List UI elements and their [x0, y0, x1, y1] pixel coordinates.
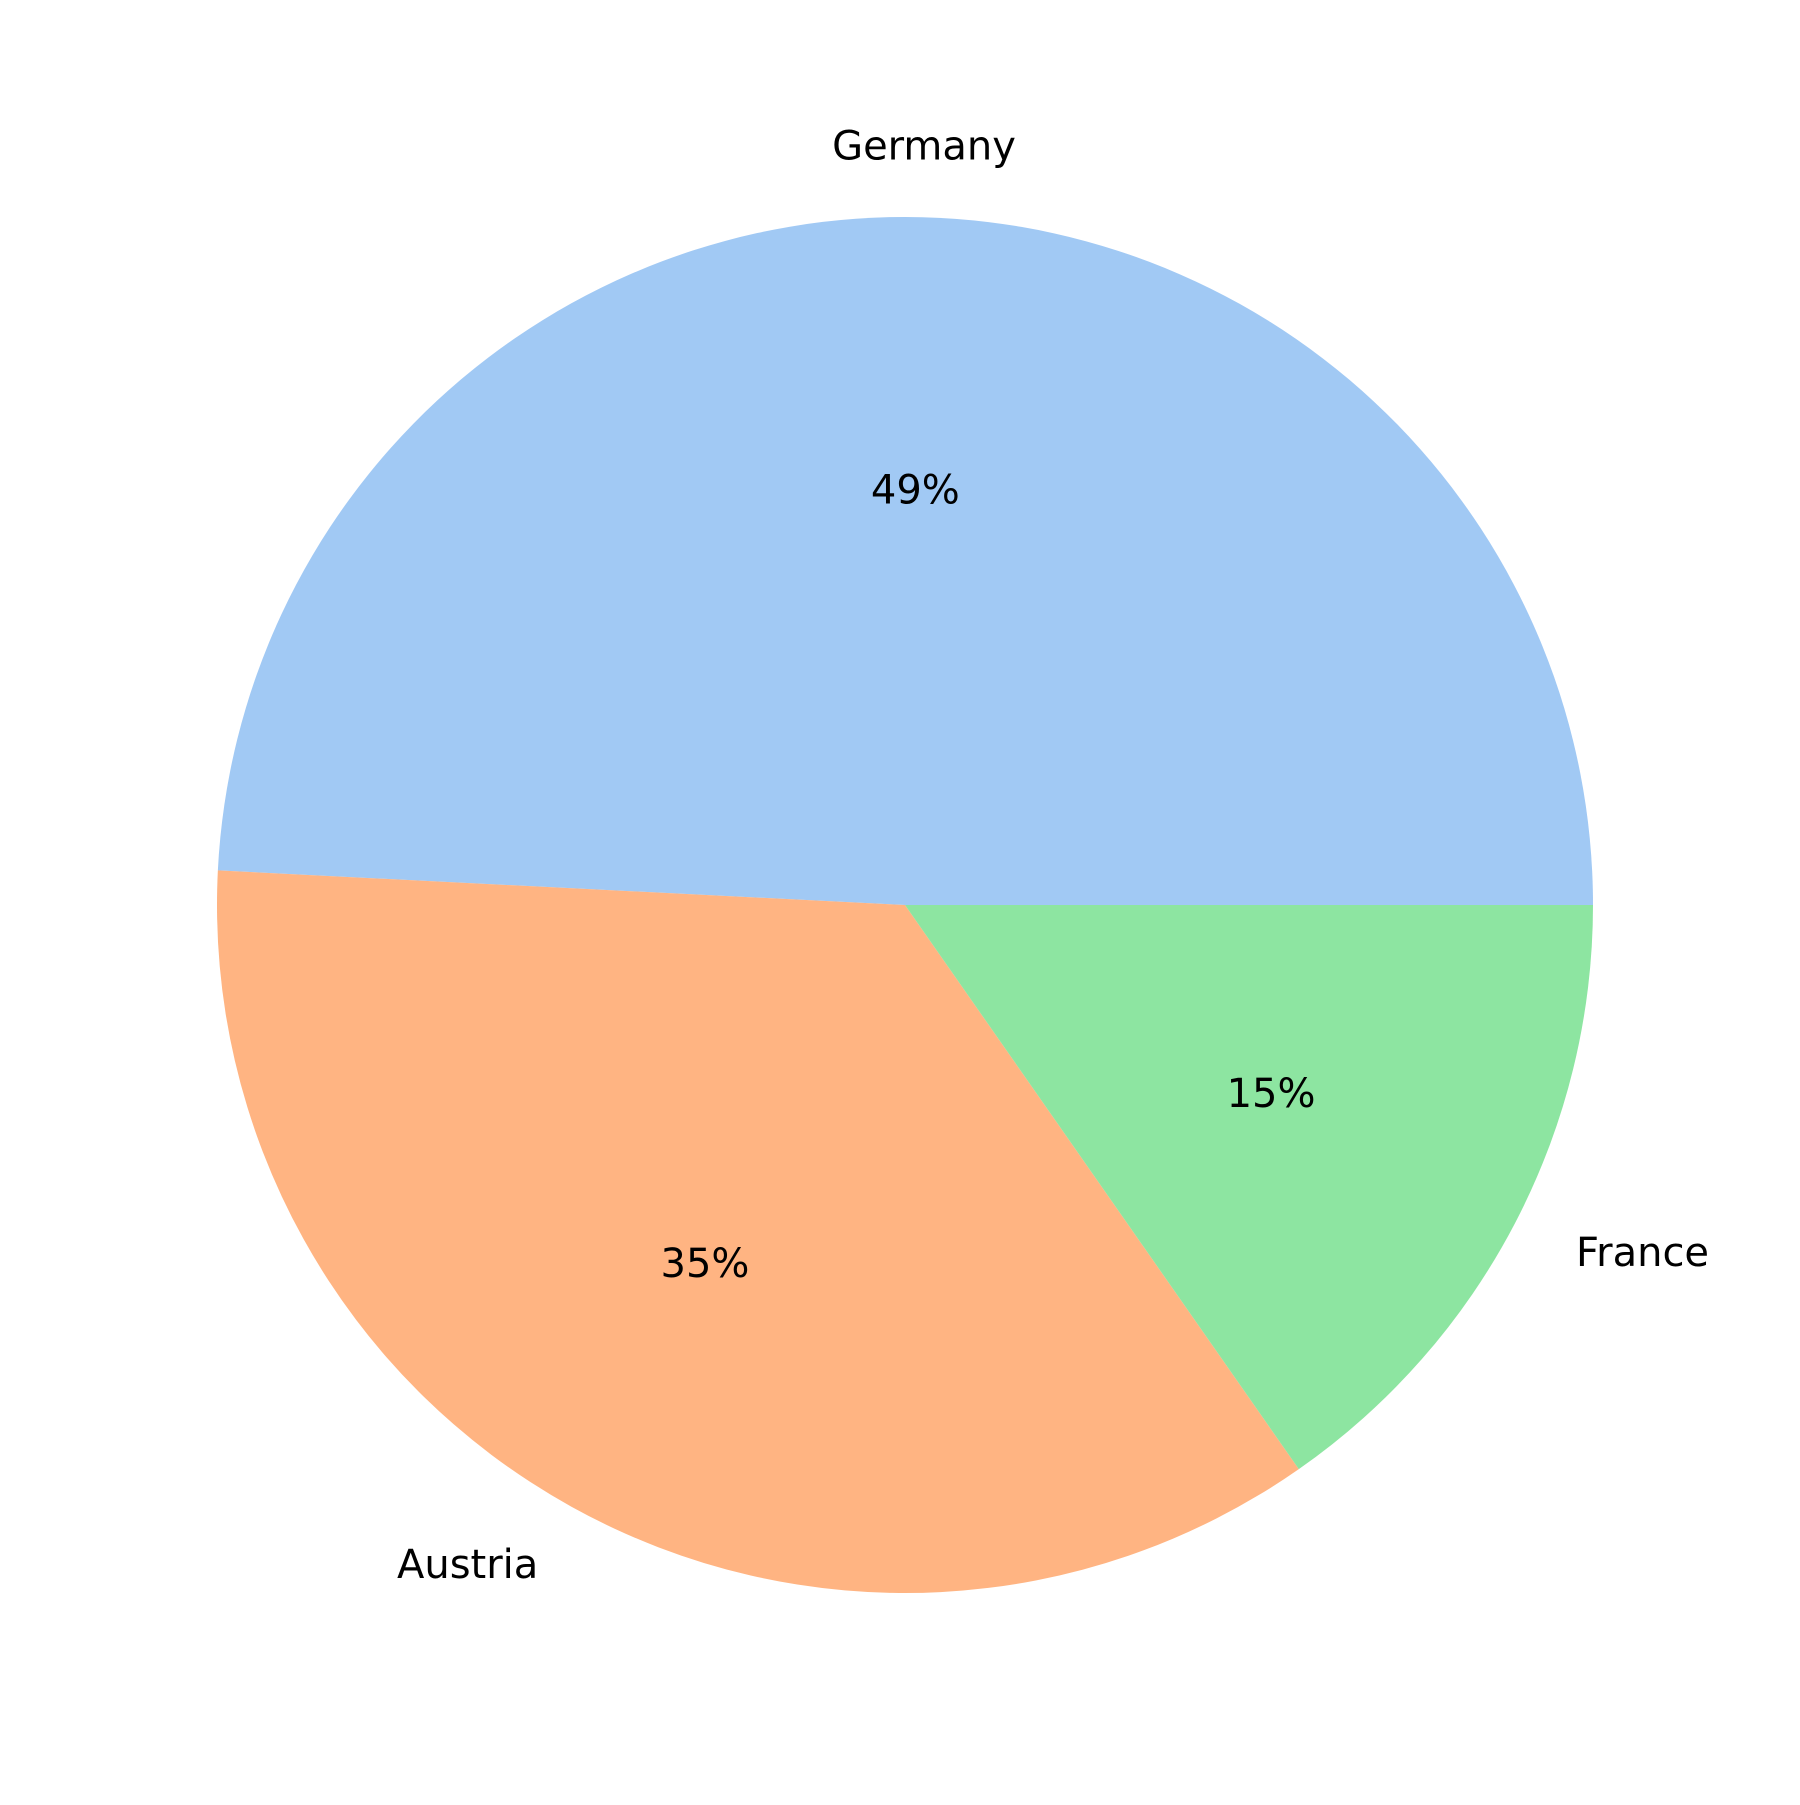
- pct-label-germany: 49%: [871, 467, 960, 513]
- slices-layer: [217, 217, 1593, 1594]
- pie-slice-austria: [217, 870, 1299, 1594]
- pct-label-france: 15%: [1227, 1071, 1316, 1117]
- pie-slice-germany: [217, 217, 1593, 906]
- labels-layer: Germany 49% Austria 35% France 15%: [397, 123, 1709, 1588]
- slice-label-austria: Austria: [397, 1542, 538, 1588]
- pie-slice-france: [905, 905, 1593, 1470]
- slice-label-germany: Germany: [832, 123, 1016, 169]
- pct-label-austria: 35%: [661, 1241, 750, 1287]
- slice-label-france: France: [1576, 1230, 1709, 1276]
